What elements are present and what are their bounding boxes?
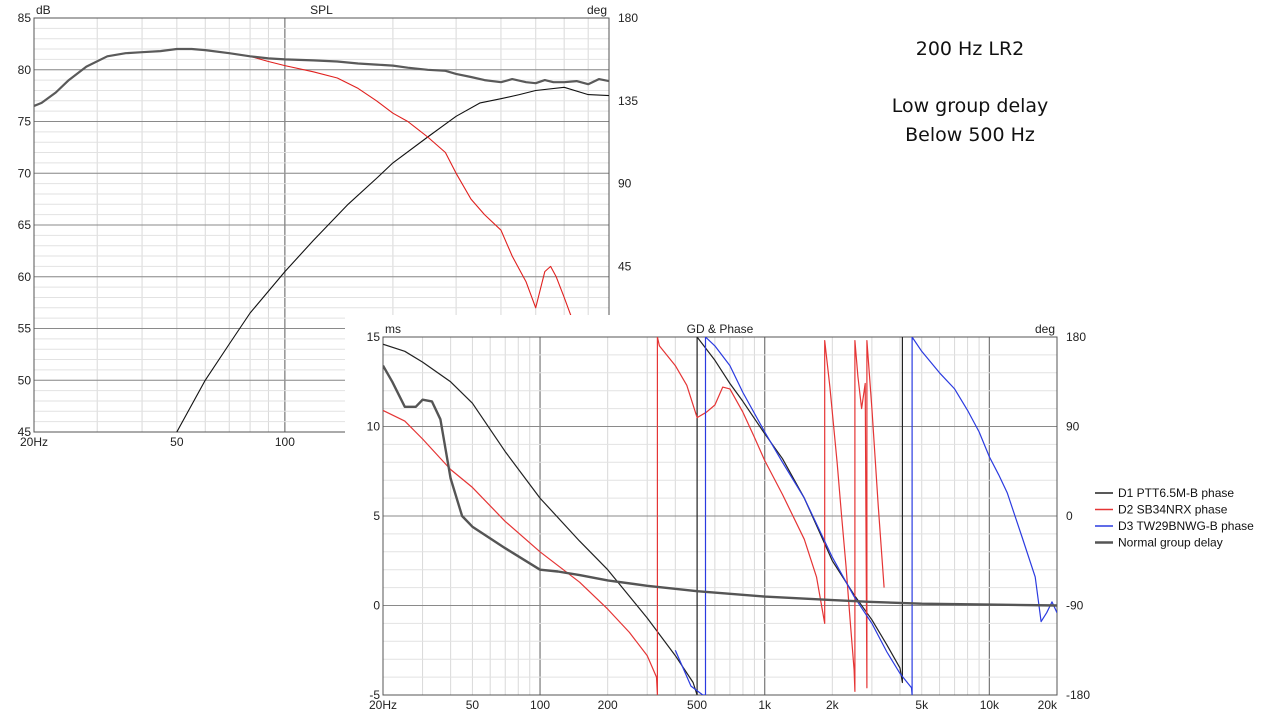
x-tick-label: 200 [598,698,618,712]
y2-tick-label: 180 [1066,330,1086,344]
y2-tick-label: 90 [1066,420,1080,434]
y-tick-label: 5 [373,509,380,523]
y-tick-label: 70 [18,166,32,180]
x-tick-label: 500 [687,698,707,712]
x-tick-label: 10k [980,698,1000,712]
series-line-d2-sb34nrx-phase [383,337,885,695]
y-tick-label: 45 [18,425,32,439]
x-tick-label: 100 [530,698,550,712]
y-tick-label: 65 [18,218,32,232]
x-tick-label: 5k [915,698,929,712]
annotation-title: 200 Hz LR2 [915,38,1025,60]
legend-label: D2 SB34NRX phase [1118,503,1228,517]
chart-title: SPL [310,3,333,17]
series-group [383,337,1057,695]
y-tick-label: 60 [18,270,32,284]
y2-axis-unit: deg [587,3,607,17]
annotation-below-500hz: Below 500 Hz [905,124,1035,146]
legend-label: D3 TW29BNWG-B phase [1118,519,1254,533]
y-tick-label: 10 [367,420,381,434]
y-axis-unit: ms [385,322,401,336]
y-tick-label: 0 [373,599,380,613]
series-line-normal-group-delay [383,365,1057,607]
x-tick-label: 1k [758,698,772,712]
y2-tick-label: -180 [1066,688,1090,702]
x-tick-label: 20k [1038,698,1058,712]
legend-label: Normal group delay [1118,536,1223,550]
y2-tick-label: 0 [1066,509,1073,523]
annotation-group-delay: Low group delay [891,95,1049,117]
plot-frame [33,17,610,433]
y-tick-label: 15 [367,330,381,344]
y-tick-label: 50 [18,373,32,387]
series-line-reference-angle [34,47,609,108]
series-line-d1-ptt6-5m-b-magnitude [176,86,609,432]
x-tick-label: 20Hz [20,435,48,449]
legend-label: D1 PTT6.5M-B phase [1118,486,1234,500]
series-group [34,47,609,432]
chart-title: GD & Phase [687,322,754,336]
y2-tick-label: 90 [618,177,632,191]
x-tick-label: 2k [826,698,840,712]
gd-phase-chart: -5 0 5 10 15 -180 -90 0 90 180 20Hz 50 100 200 500 1k 2k… [345,315,1280,720]
x-tick-label: 100 [275,435,295,449]
y-tick-label: -5 [369,688,380,702]
series-line-d3-tw29bnwg-b-phase [674,337,1057,695]
y2-tick-label: 135 [618,94,638,108]
y-tick-label: 75 [18,115,32,129]
plot-frame [382,336,1058,696]
x-tick-label: 50 [466,698,480,712]
y2-tick-label: 45 [618,259,632,273]
x-tick-label: 20Hz [369,698,397,712]
y2-tick-label: 180 [618,11,638,25]
y-tick-label: 55 [18,322,32,336]
y-tick-label: 85 [18,11,32,25]
legend: D1 PTT6.5M-B phase D2 SB34NRX phase D3 TW2… [1095,486,1254,550]
y-axis-unit: dB [36,3,51,17]
y-tick-label: 80 [18,63,32,77]
y2-tick-label: -90 [1066,599,1084,613]
y2-axis-unit: deg [1035,322,1055,336]
x-tick-label: 50 [170,435,184,449]
